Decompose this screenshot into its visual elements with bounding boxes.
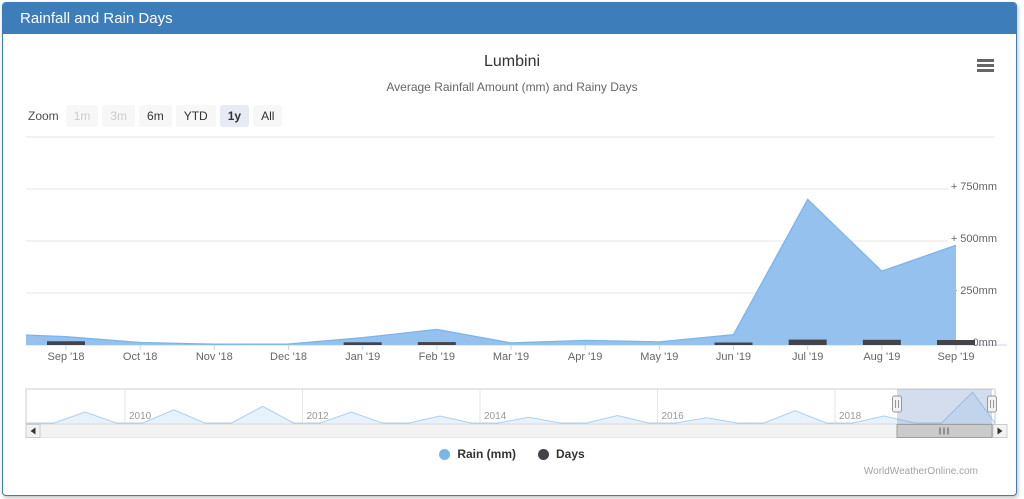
range-button-1m: 1m: [65, 105, 99, 127]
x-axis-label: Apr '19: [568, 351, 603, 363]
range-selector: Zoom 1m 3m 6m YTD 1y All: [28, 105, 286, 127]
legend-marker-icon: [439, 448, 451, 460]
days-column: [47, 341, 85, 345]
days-column: [788, 339, 827, 345]
legend-label: Rain (mm): [457, 447, 516, 461]
x-axis-label: Nov '18: [196, 351, 233, 363]
x-axis-label: Jun '19: [716, 351, 751, 363]
navigator-year-label: 2016: [662, 411, 685, 422]
days-column: [714, 342, 753, 345]
navigator-year-label: 2014: [484, 411, 507, 422]
hamburger-icon: [977, 64, 994, 67]
legend: Rain (mm) Days: [0, 447, 1024, 461]
range-button-6m[interactable]: 6m: [139, 105, 172, 127]
watermark: WorldWeatherOnline.com: [863, 466, 978, 477]
x-axis-label: Jan '19: [345, 351, 380, 363]
x-axis-label: Jul '19: [792, 351, 823, 363]
x-axis-label: May '19: [640, 351, 678, 363]
navigator-selected-mask[interactable]: [897, 389, 992, 424]
days-column: [937, 340, 976, 345]
days-column: [417, 342, 456, 345]
x-axis-label: Sep '18: [48, 351, 85, 363]
y-axis-label: 0mm: [973, 337, 997, 349]
chart-subtitle: Average Rainfall Amount (mm) and Rainy D…: [386, 80, 638, 94]
x-axis-label: Oct '18: [123, 351, 158, 363]
rain-area-series: [26, 199, 956, 345]
x-axis-label: Dec '18: [270, 351, 307, 363]
rain-line: [25, 198, 957, 345]
navigator-handle-left[interactable]: [892, 395, 902, 413]
x-axis-label: Feb '19: [419, 351, 455, 363]
x-axis-label: Aug '19: [863, 351, 900, 363]
scrollbar-track[interactable]: [39, 424, 994, 438]
context-menu-button[interactable]: [977, 59, 994, 74]
range-button-ytd[interactable]: YTD: [175, 105, 216, 127]
x-axis-label: Mar '19: [493, 351, 529, 363]
legend-label: Days: [555, 447, 585, 461]
zoom-label: Zoom: [28, 109, 59, 123]
navigator-year-label: 2018: [839, 411, 862, 422]
hamburger-icon: [977, 59, 994, 62]
panel-title: Rainfall and Rain Days: [3, 3, 1016, 34]
legend-marker-icon: [537, 448, 549, 460]
legend-item-rain-mm[interactable]: Rain (mm): [439, 447, 516, 461]
y-axis-label: + 250mm: [951, 285, 997, 297]
navigator-year-label: 2010: [129, 411, 152, 422]
navigator-series: [26, 391, 996, 424]
chart-title: Lumbini: [483, 53, 541, 70]
scrollbar-right-arrow-icon: [997, 427, 1003, 435]
y-axis-label: + 500mm: [951, 233, 997, 245]
range-button-1y[interactable]: 1y: [219, 105, 250, 127]
days-column: [862, 339, 901, 345]
legend-item-days[interactable]: Days: [537, 447, 585, 461]
range-button-all[interactable]: All: [253, 105, 283, 127]
x-axis-label: Sep '19: [938, 351, 975, 363]
navigator-handle-right[interactable]: [987, 395, 997, 413]
days-column: [343, 342, 382, 345]
y-axis-label: + 750mm: [951, 181, 997, 193]
navigator-year-label: 2012: [307, 411, 330, 422]
hamburger-icon: [977, 69, 994, 72]
scrollbar-left-arrow-icon: [30, 427, 36, 435]
range-button-3m: 3m: [102, 105, 136, 127]
